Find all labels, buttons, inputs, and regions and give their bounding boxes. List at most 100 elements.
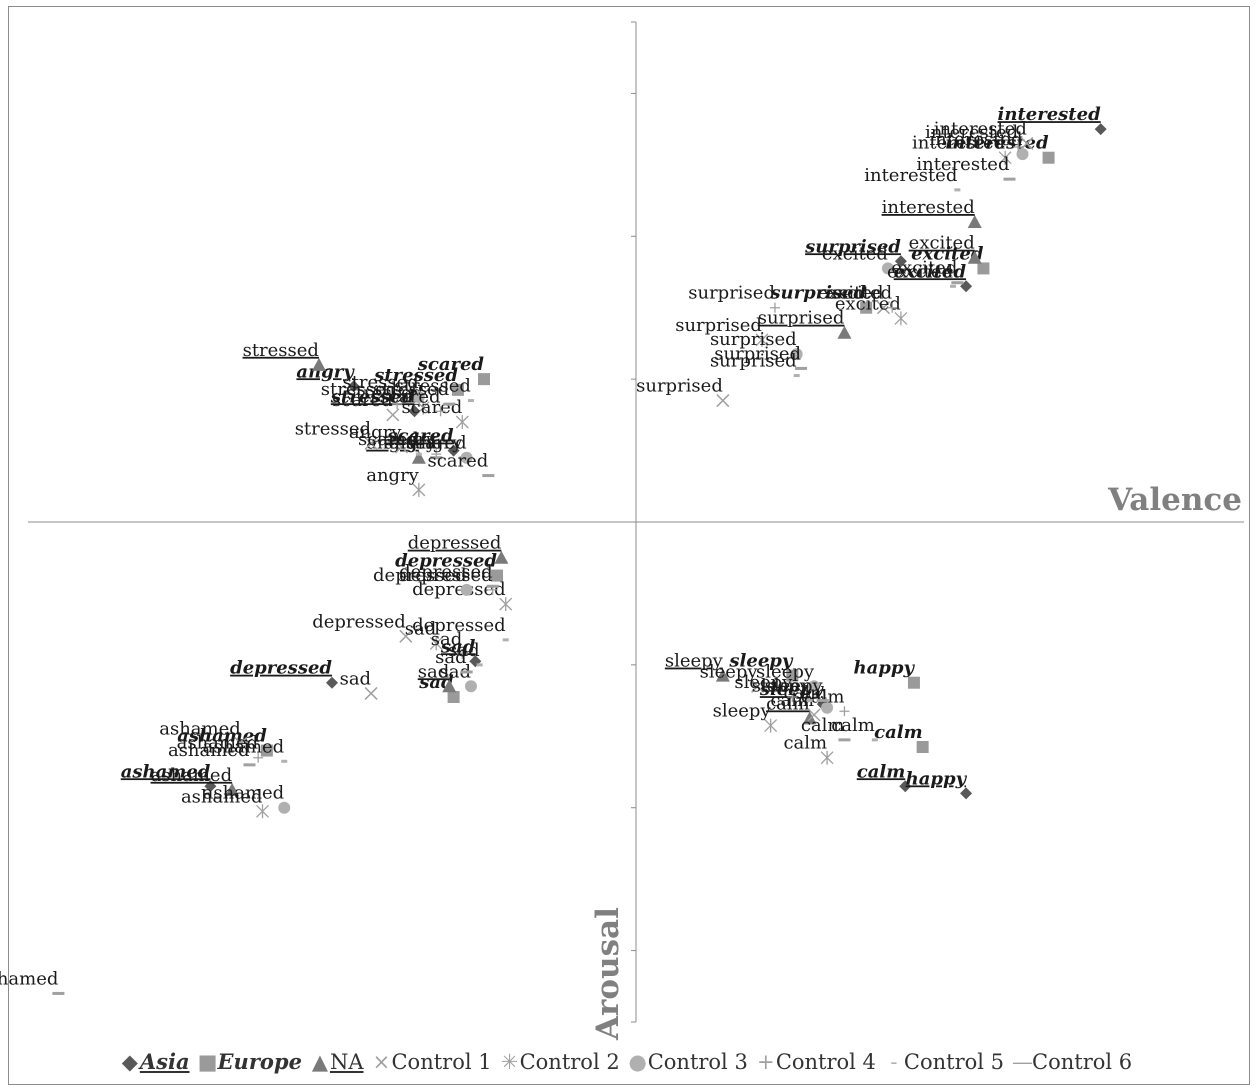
na-data-label: depressed xyxy=(408,533,502,554)
legend-item-control-3: ●Control 3 xyxy=(628,1050,748,1074)
control-2-point xyxy=(256,804,269,819)
control-5-point xyxy=(806,699,813,703)
asia-point xyxy=(1094,123,1107,136)
chart-frame xyxy=(8,6,1250,1085)
control-2-data-label: ashamed xyxy=(181,786,263,807)
control-3-point xyxy=(1016,148,1029,161)
control-4-data-label: scared xyxy=(380,386,441,407)
na-point xyxy=(442,679,457,693)
control-4-data-label: angry xyxy=(384,429,437,450)
europe-point xyxy=(907,676,920,689)
control-4-point xyxy=(1013,142,1024,152)
control-6-point xyxy=(243,763,256,767)
asia-data-label: scared xyxy=(386,426,454,447)
europe-data-label: stressed xyxy=(373,365,458,386)
control-4-point xyxy=(769,302,780,313)
control-6-point xyxy=(951,281,964,285)
control-1-point xyxy=(877,301,891,315)
control-2-point xyxy=(416,400,430,415)
control-4-data-label: sleepy xyxy=(734,672,793,693)
control-3-point xyxy=(278,801,291,814)
control-2-point xyxy=(455,415,469,429)
legend-item-control-4: +Control 4 xyxy=(756,1050,876,1074)
control-6-data-label: depressed xyxy=(399,561,493,582)
control-3-data-label: ashamed xyxy=(203,783,285,804)
europe-point xyxy=(916,741,929,753)
na-point xyxy=(837,325,852,339)
legend-item-asia: ◆Asia xyxy=(120,1049,190,1074)
control-6-data-label: ashamed xyxy=(168,740,250,761)
asia-data-label: sad xyxy=(440,636,476,657)
asia-data-label: interested xyxy=(998,104,1102,125)
control-2-point xyxy=(755,332,769,347)
na-data-label: excited xyxy=(909,233,975,254)
control-5-data-label: interested xyxy=(864,165,957,186)
na-data-label: calm xyxy=(766,693,810,714)
control-6-data-label: sleepy xyxy=(765,676,824,697)
control-3-data-label: calm xyxy=(783,683,827,704)
control-5-data-label: angry xyxy=(410,433,463,454)
asia-point xyxy=(408,405,421,418)
legend-label-control-6: Control 6 xyxy=(1032,1050,1133,1074)
control-4-point xyxy=(887,302,898,313)
asia-point xyxy=(204,780,217,793)
control-2-data-label: excited xyxy=(835,293,901,314)
legend-label-asia: Asia xyxy=(139,1049,190,1074)
control-4-data-label: sad xyxy=(431,629,463,650)
control-3-point xyxy=(881,262,894,275)
control-2-point xyxy=(429,636,443,651)
asia-data-label: stressed xyxy=(330,386,415,407)
asia-point xyxy=(347,380,360,393)
na-point xyxy=(715,668,730,682)
europe-point xyxy=(491,569,504,582)
asia-point xyxy=(960,787,973,800)
control-5-data-label: depressed xyxy=(412,615,506,636)
legend-item-control-2: ✳Control 2 xyxy=(500,1050,620,1074)
legend-triangle-icon: ▲ xyxy=(311,1050,329,1074)
europe-point xyxy=(786,669,799,682)
control-4-data-label: interested xyxy=(925,122,1018,143)
control-6-point xyxy=(460,670,473,674)
legend-label-europe: Europe xyxy=(217,1049,302,1074)
asia-point xyxy=(326,676,338,689)
control-1-point xyxy=(399,629,413,643)
control-5-data-label: calm xyxy=(831,715,875,736)
legend-label-control-2: Control 2 xyxy=(519,1050,620,1074)
asia-data-label: ashamed xyxy=(121,761,211,782)
control-6-data-label: angry xyxy=(384,433,437,454)
legend-label-control-4: Control 4 xyxy=(775,1050,876,1074)
control-1-data-label: excited xyxy=(817,283,883,304)
control-6-point xyxy=(482,474,495,478)
control-3-data-label: depressed xyxy=(373,565,467,586)
control-6-point xyxy=(1003,177,1016,181)
control-5-data-label: sad xyxy=(448,640,480,661)
control-1-data-label: scared xyxy=(332,390,393,411)
control-3-point xyxy=(460,451,473,464)
europe-data-label: happy xyxy=(854,658,916,679)
control-6-data-label: stressed xyxy=(373,379,449,400)
na-data-label: sleepy xyxy=(665,651,724,672)
na-point xyxy=(967,250,982,264)
control-3-point xyxy=(412,391,425,403)
legend-label-na: NA xyxy=(329,1050,364,1074)
europe-point xyxy=(977,262,990,275)
control-4-data-label: surprised xyxy=(688,283,775,304)
control-6-point xyxy=(443,402,456,406)
control-6-data-label: surprised xyxy=(714,343,801,364)
control-5-point xyxy=(467,399,474,403)
control-1-data-label: sleepy xyxy=(700,661,759,682)
control-3-data-label: interested xyxy=(929,129,1022,150)
control-1-point xyxy=(364,686,378,700)
control-1-data-label: sad xyxy=(340,668,372,689)
na-point xyxy=(494,550,509,564)
control-5-data-label: sleepy xyxy=(752,676,811,697)
asia-point xyxy=(899,780,912,793)
asia-data-label: angry xyxy=(296,361,355,382)
control-2-data-label: sad xyxy=(405,618,437,639)
control-1-point xyxy=(364,436,378,450)
control-3-point xyxy=(460,583,473,596)
control-4-point xyxy=(253,752,264,763)
control-5-point xyxy=(793,374,800,378)
legend-dash-icon: — xyxy=(1012,1050,1034,1074)
legend-x-icon: × xyxy=(372,1050,391,1074)
